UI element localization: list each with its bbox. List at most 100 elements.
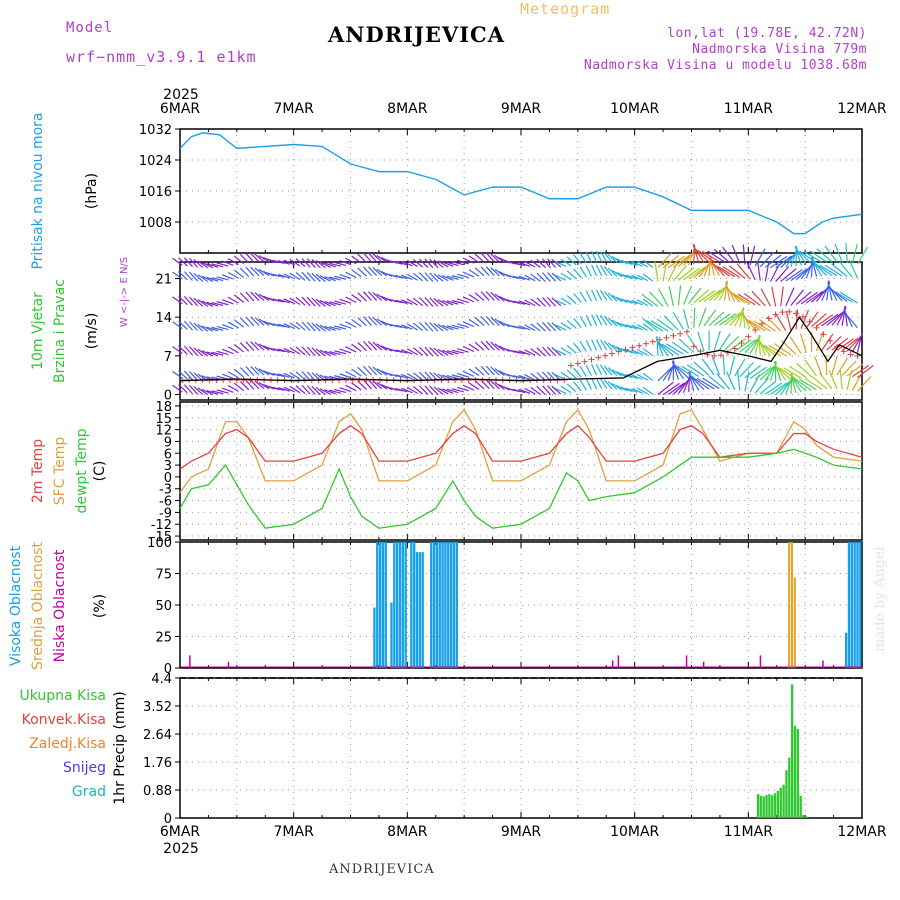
precip-bar [779,787,782,818]
cloud-high-bar [435,542,439,668]
wind-barb [324,350,336,356]
wind-barb [551,258,562,268]
wind-barb [306,258,316,268]
wind-barb [485,340,495,351]
wind-barb [372,366,383,376]
wind-barb [672,311,685,330]
cloud-high-bar [844,632,848,668]
wind-barb [451,388,464,393]
wind-barb [401,299,413,305]
wind-barb [474,267,485,277]
wind-barb [760,342,777,357]
wind-barb [433,322,444,332]
wind-barb [351,368,362,377]
wind-barb [692,376,710,390]
wind-barb [536,322,546,332]
temp-unit-text: (C) [92,461,108,482]
wind-barb [739,361,755,378]
precip-bar [788,757,791,818]
wind-barb [451,349,464,354]
wind-barb [250,252,260,263]
wind-barb [193,297,204,307]
pressure-unit: (hPa) [84,173,100,209]
wind-barb [272,386,285,391]
wind-barb [636,260,649,268]
wind-barb [748,319,766,332]
wind-barb [851,364,870,378]
wind-barb [611,269,623,278]
wind-barb [295,385,306,394]
wind-barb [446,300,459,305]
wind-barb [319,324,331,332]
wind-barb [329,389,341,394]
cloud-high-bar [847,542,851,668]
wind-barb [611,319,623,327]
wind-barb [357,292,367,302]
wind-barb [372,380,383,390]
precip-bar [796,728,799,818]
wind-barb [412,272,424,282]
cloud-high-bar [373,607,376,668]
wind-barb [254,341,265,351]
wind-barb [239,367,250,377]
wind-barb [363,266,372,277]
wind-barb [351,269,362,278]
y-tick-label: -3 [159,483,172,498]
x-tick-label-top: 8MAR [387,101,428,117]
wind-barb [826,312,843,326]
pressure-line [179,132,863,235]
wind-barb [451,275,464,280]
wind-barb [345,370,357,378]
wind-barb [667,382,685,396]
wind-barb [395,261,408,266]
wind-barb [216,325,229,331]
wind-barb [424,258,434,269]
wind-barb [631,324,643,331]
wind-barb [390,260,403,265]
wind-barb [728,265,746,279]
wind-barb [667,255,686,269]
wind-barb [457,298,469,304]
wind-barb [324,325,336,331]
wind-barb [278,323,290,329]
wind-barb [494,318,505,327]
wind-barb [804,359,818,377]
y-tick-label: 1016 [139,185,172,200]
wind-barb [524,324,536,332]
wind-barb [636,274,649,282]
wind-barb [372,291,383,301]
wind-barb [737,293,756,306]
wind-barb [641,293,659,307]
cloud-low-bar [702,661,705,668]
wind-barb [406,259,418,267]
cloud-low-bar [759,655,762,668]
wind-barb [334,388,347,393]
wind-barb [579,266,587,278]
wind-barb [560,258,572,267]
wind-barb [536,297,546,307]
wind-barb [283,273,296,280]
wind-barb [485,266,495,276]
wind-barb [775,380,791,396]
wind-barb [585,339,593,352]
temp-ylabel-3-text: dewpt Temp [74,428,90,513]
wind-barb [816,314,834,327]
wind-barb [542,272,551,282]
wind-barb [245,341,255,352]
wind-barb [221,260,234,266]
wind-barb [607,292,618,302]
wind-barb [805,290,824,304]
wind-barb [518,300,531,306]
wind-barb [418,346,429,357]
cloud-high-bar [856,542,859,668]
cloud-high-bar [455,542,458,668]
wind-barb [657,366,673,382]
wind-barb [339,323,352,329]
wind-barb [351,255,362,264]
cloud-high-bar [410,542,413,668]
precip-bar [785,770,788,818]
wind-barb [654,261,659,282]
wind-barb [197,274,209,283]
wind-barb [197,299,209,307]
wind-barb [518,275,531,281]
